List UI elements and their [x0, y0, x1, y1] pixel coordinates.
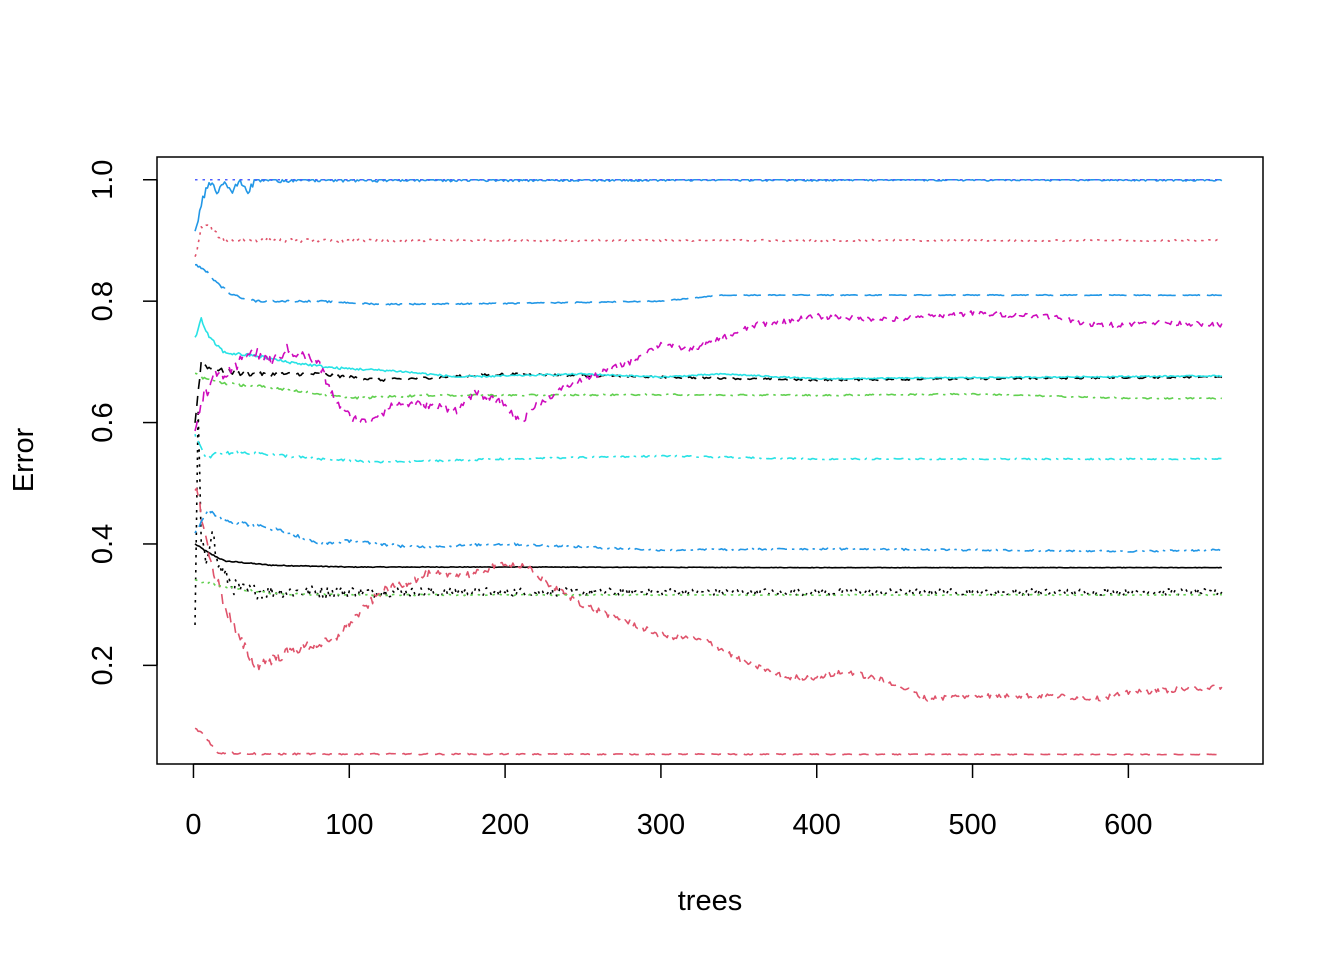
series-line-14	[194, 310, 1223, 432]
x-tick-label: 500	[948, 809, 996, 841]
x-tick-label: 0	[185, 809, 201, 841]
series-line-1	[194, 543, 1223, 569]
x-tick-label: 200	[481, 809, 529, 841]
y-axis-title: Error	[8, 427, 40, 492]
series-line-12	[194, 317, 1223, 381]
x-tick-label: 100	[325, 809, 373, 841]
x-tick-label: 600	[1104, 809, 1152, 841]
series-line-6	[194, 487, 1223, 702]
series-line-9	[194, 178, 1223, 232]
series-line-5	[194, 224, 1223, 257]
x-tick-label: 300	[637, 809, 685, 841]
series-line-4	[194, 727, 1223, 756]
series-line-13	[194, 433, 1222, 464]
series-line-8	[194, 578, 1222, 597]
y-axis: 0.2 0.4 0.6 0.8 1.0	[87, 160, 158, 686]
x-axis: 0 100 200 300 400 500 600	[185, 763, 1153, 841]
series-line-2	[194, 408, 1223, 625]
y-tick-label: 0.8	[87, 281, 119, 321]
y-tick-label: 0.6	[87, 402, 119, 442]
series-line-10	[194, 263, 1222, 306]
y-tick-label: 0.4	[87, 524, 119, 564]
series-line-11	[194, 508, 1223, 553]
y-tick-label: 1.0	[87, 160, 119, 200]
series-line-7	[194, 372, 1223, 401]
series-layer	[194, 178, 1223, 756]
x-axis-title: trees	[678, 885, 742, 917]
plot-frame	[156, 156, 1264, 765]
x-tick-label: 400	[793, 809, 841, 841]
y-tick-label: 0.2	[87, 645, 119, 685]
